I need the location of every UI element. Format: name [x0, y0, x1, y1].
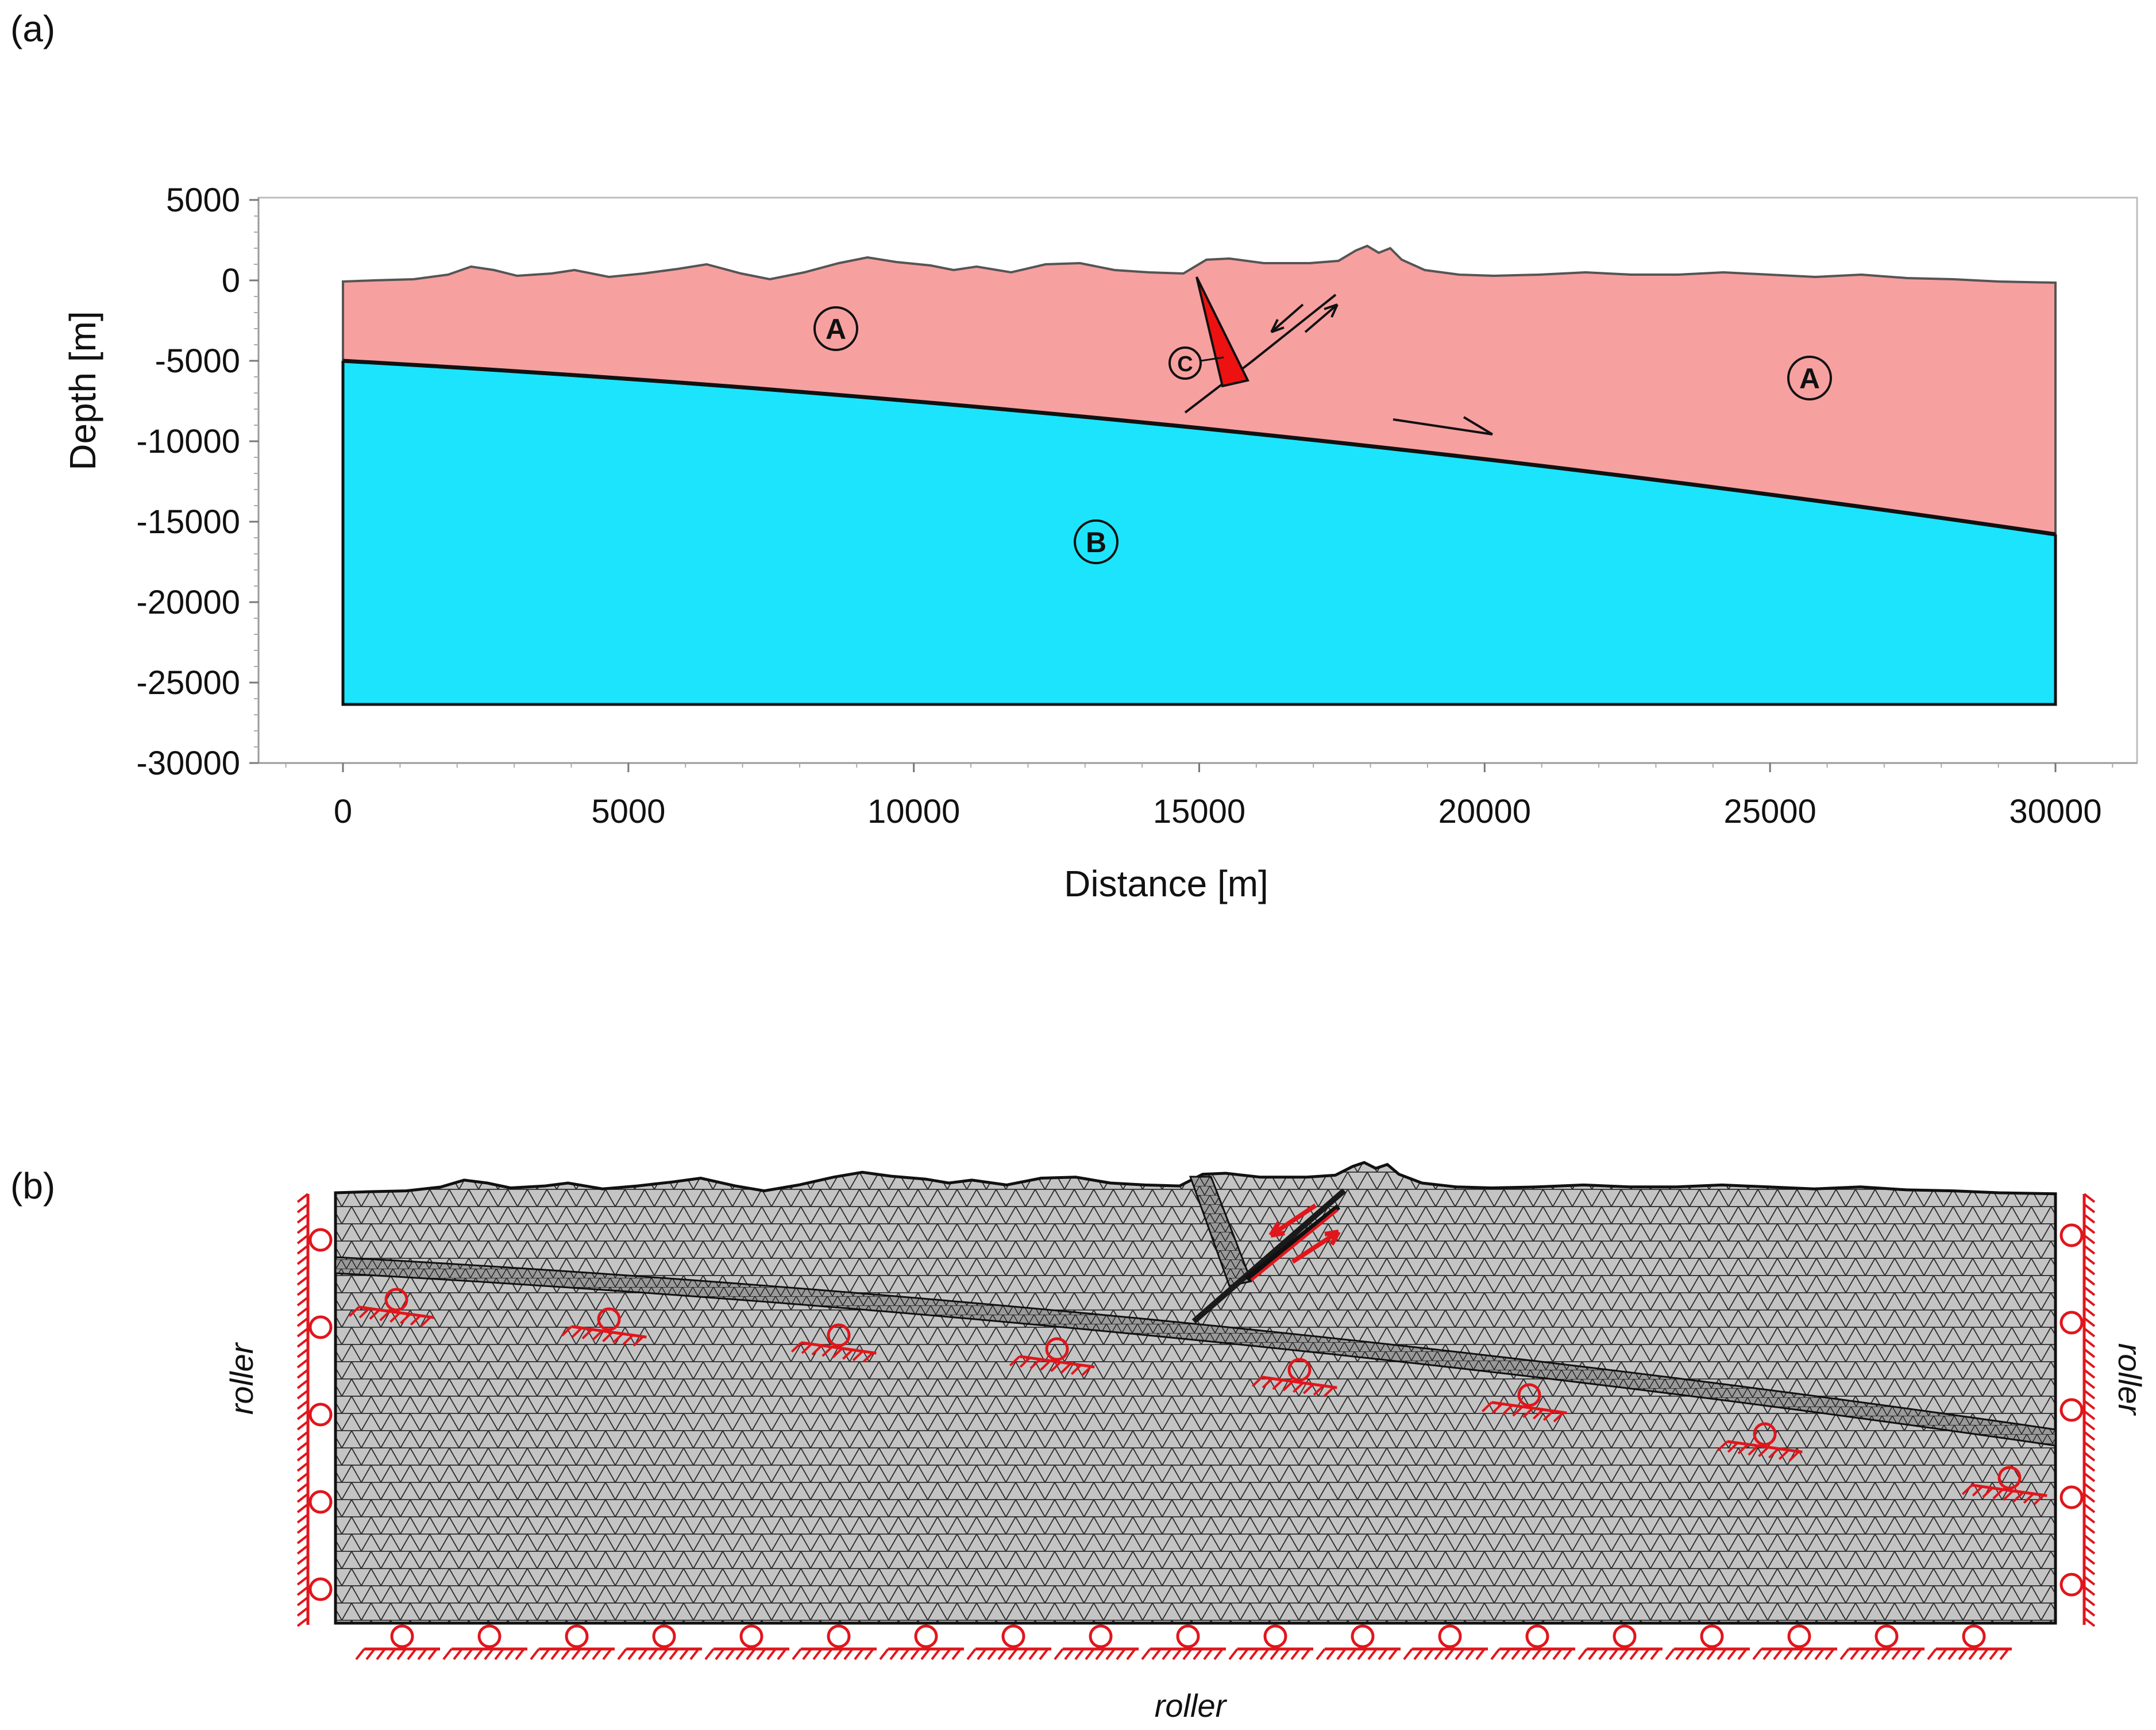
roller-circle	[1287, 1358, 1312, 1382]
fault-arrow-up-icon	[1304, 303, 1339, 333]
roller-circle	[1045, 1337, 1069, 1361]
x-tick-group: 0 5000 10000 15000 20000 25000 30000	[334, 763, 2102, 830]
mesh-refined-fault-line	[1191, 1188, 1347, 1324]
roller-circle	[2059, 1311, 2084, 1335]
svg-text:C: C	[1177, 352, 1193, 376]
roller-circle	[1875, 1624, 1899, 1648]
roller-circle	[1517, 1383, 1541, 1407]
roller-circle	[384, 1288, 408, 1312]
fault-line-upper	[1250, 294, 1337, 363]
roller-circle	[2059, 1485, 2084, 1509]
region-label-a-right: A	[1787, 356, 1832, 400]
fault-red-trace	[1250, 1209, 1339, 1281]
region-label-a-left: A	[813, 306, 858, 351]
roller-circle	[1962, 1624, 1986, 1648]
roller-circle	[1438, 1624, 1462, 1648]
bottom-roller-supports	[355, 1624, 2012, 1660]
roller-circle	[2059, 1573, 2084, 1597]
layer-b-region	[343, 361, 2055, 704]
roller-circle	[597, 1307, 621, 1331]
x-tick-label: 25000	[1724, 793, 1816, 830]
roller-circle	[2059, 1398, 2084, 1422]
y-tick-label: -25000	[136, 664, 240, 702]
x-tick-label: 30000	[2009, 793, 2101, 830]
roller-circle	[390, 1624, 414, 1648]
fe-mesh-domain	[334, 1161, 2057, 1625]
interface-roller-supports	[348, 1288, 2047, 1505]
left-roller-label: roller	[223, 1342, 260, 1415]
roller-circle	[1176, 1624, 1200, 1648]
y-tick-label: -5000	[155, 342, 240, 380]
x-tick-label: 0	[334, 793, 352, 830]
right-roller-supports	[2059, 1193, 2096, 1627]
y-tick-label: -10000	[136, 423, 240, 460]
y-tick-label: -15000	[136, 503, 240, 541]
mesh-fault-arrow-up-icon	[1291, 1230, 1341, 1264]
region-label-c: C	[1168, 346, 1224, 380]
roller-circle	[827, 1323, 851, 1347]
x-axis-title: Distance [m]	[1064, 863, 1268, 904]
roller-circle	[477, 1624, 502, 1648]
roller-circle	[1613, 1624, 1637, 1648]
detachment-interface	[342, 359, 2056, 537]
roller-circle	[1787, 1624, 1811, 1648]
fault-arrow-down-icon	[1270, 303, 1304, 333]
y-tick-label: 5000	[166, 182, 240, 219]
roller-circle	[308, 1315, 333, 1339]
y-tick-group: 5000 0 -5000 -10000 -15000 -20000 -25000 -30000	[136, 182, 259, 782]
roller-circle	[914, 1624, 938, 1648]
roller-circle	[308, 1490, 333, 1514]
roller-circle	[1700, 1624, 1724, 1648]
x-tick-label: 5000	[591, 793, 665, 830]
left-roller-supports	[296, 1193, 333, 1627]
roller-circle	[308, 1228, 333, 1252]
y-tick-label: -30000	[136, 745, 240, 782]
bottom-roller-label: roller	[1155, 1687, 1228, 1724]
x-tick-label: 10000	[867, 793, 960, 830]
roller-circle	[1997, 1466, 2022, 1490]
right-roller-label: roller	[2112, 1343, 2148, 1416]
mesh-refined-detachment-band	[334, 1256, 2057, 1447]
x-tick-label: 15000	[1153, 793, 1245, 830]
roller-circle	[1525, 1624, 1549, 1648]
roller-circle	[1753, 1422, 1777, 1446]
fault-wedge-c	[1195, 276, 1249, 388]
mesh-fault-core	[1244, 1204, 1341, 1281]
roller-circle	[1001, 1624, 1025, 1648]
svg-text:B: B	[1086, 526, 1106, 558]
roller-circle	[565, 1624, 589, 1648]
roller-circle	[1089, 1624, 1113, 1648]
roller-circle	[2059, 1223, 2084, 1247]
roller-circle	[308, 1577, 333, 1601]
detachment-slip-arrow-icon	[1393, 416, 1494, 436]
y-axis-title: Depth [m]	[62, 311, 103, 470]
svg-text:A: A	[1799, 363, 1820, 395]
region-label-b: B	[1074, 519, 1119, 564]
svg-text:A: A	[826, 313, 846, 345]
roller-circle	[827, 1624, 851, 1648]
roller-circle	[1263, 1624, 1287, 1648]
x-tick-label: 20000	[1438, 793, 1531, 830]
roller-circle	[308, 1403, 333, 1427]
panel-a-label: (a)	[10, 8, 55, 49]
layer-b-outline	[341, 361, 2057, 706]
roller-circle	[1351, 1624, 1375, 1648]
y-tick-label: -20000	[136, 584, 240, 621]
roller-circle	[739, 1624, 763, 1648]
mesh-refined-fault-band	[1189, 1176, 1253, 1287]
panel-b-label: (b)	[10, 1165, 55, 1207]
roller-circle	[652, 1624, 676, 1648]
mesh-fault-arrow-down-icon	[1268, 1203, 1317, 1238]
y-tick-label: 0	[222, 262, 240, 299]
